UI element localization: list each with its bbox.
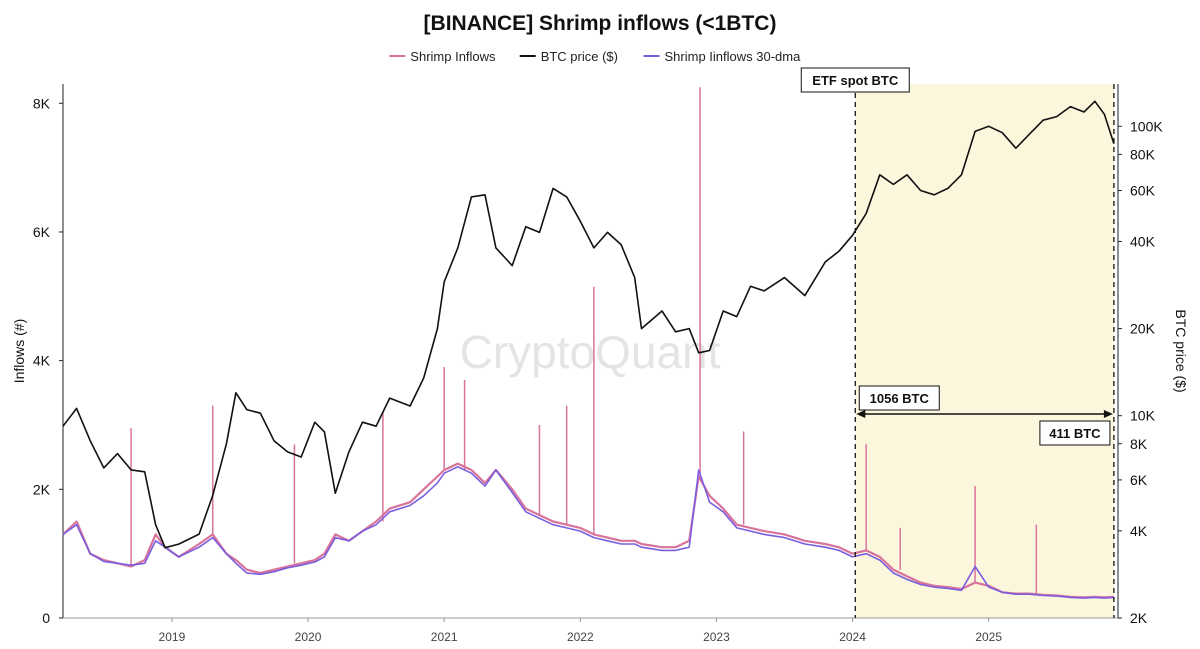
x-tick: 2020 — [295, 618, 322, 644]
right-tick: 80K — [1118, 146, 1156, 162]
arrow-label-right: 411 BTC — [1049, 426, 1101, 441]
right-tick: 100K — [1118, 118, 1163, 134]
right-tick-label: 40K — [1130, 233, 1156, 249]
right-tick: 8K — [1118, 436, 1148, 452]
x-tick-label: 2024 — [839, 630, 866, 644]
right-tick-label: 2K — [1130, 610, 1148, 626]
left-tick-label: 2K — [33, 481, 51, 497]
x-tick: 2019 — [159, 618, 186, 644]
left-axis-label: Inflows (#) — [11, 319, 27, 384]
arrow-head-left — [856, 410, 866, 418]
series-line — [62, 100, 1115, 549]
right-tick: 60K — [1118, 182, 1156, 198]
right-tick: 20K — [1118, 321, 1156, 337]
inflow-spikes — [130, 87, 1038, 594]
legend: Shrimp Inflows BTC price ($) Shrimp Iinflo… — [389, 49, 801, 64]
x-tick-label: 2022 — [567, 630, 594, 644]
left-tick-label: 6K — [33, 224, 51, 240]
right-tick-label: 4K — [1130, 523, 1148, 539]
right-y-ticks: 2K 4K 6K 8K 10K 20K 40K 60K 80K 100K — [1118, 118, 1163, 626]
right-tick-label: 100K — [1130, 118, 1163, 134]
right-tick: 6K — [1118, 472, 1148, 488]
x-tick: 2021 — [431, 618, 458, 644]
legend-item: Shrimp Inflows — [389, 49, 496, 64]
etf-label-box: ETF spot BTC — [800, 67, 910, 93]
right-tick-label: 80K — [1130, 146, 1156, 162]
left-tick: 8K — [33, 95, 63, 111]
left-tick: 4K — [33, 353, 63, 369]
x-tick-label: 2019 — [159, 630, 186, 644]
x-tick: 2025 — [975, 618, 1002, 644]
right-tick-label: 8K — [1130, 436, 1148, 452]
right-tick-label: 6K — [1130, 472, 1148, 488]
left-tick: 0 — [42, 610, 63, 626]
legend-label: Shrimp Inflows — [410, 49, 496, 64]
x-tick-label: 2020 — [295, 630, 322, 644]
left-tick-label: 0 — [42, 610, 50, 626]
x-tick-label: 2023 — [703, 630, 730, 644]
right-tick-label: 20K — [1130, 321, 1156, 337]
series-line — [62, 462, 1114, 599]
right-tick: 40K — [1118, 233, 1156, 249]
left-tick-label: 4K — [33, 353, 51, 369]
legend-label: Shrimp Iinflows 30-dma — [665, 49, 802, 64]
right-tick: 4K — [1118, 523, 1148, 539]
right-tick: 2K — [1118, 610, 1148, 626]
x-tick-label: 2025 — [975, 630, 1002, 644]
x-tick: 2022 — [567, 618, 594, 644]
x-tick: 2024 — [839, 618, 866, 644]
etf-label: ETF spot BTC — [812, 73, 899, 88]
x-ticks: 2019 2020 2021 2022 2023 2024 2025 — [159, 618, 1002, 644]
legend-item: BTC price ($) — [519, 49, 618, 64]
x-tick-label: 2021 — [431, 630, 458, 644]
left-tick: 6K — [33, 224, 63, 240]
chart-title: [BINANCE] Shrimp inflows (<1BTC) — [424, 12, 777, 35]
watermark: CryptoQuant — [460, 326, 721, 378]
right-tick-label: 10K — [1130, 408, 1156, 424]
x-tick: 2023 — [703, 618, 730, 644]
right-axis-label: BTC price ($) — [1173, 309, 1189, 392]
left-tick-label: 8K — [33, 95, 51, 111]
arrow-label-left: 1056 BTC — [870, 391, 930, 406]
inflow-change-arrow: 1056 BTC 411 BTC — [856, 385, 1113, 446]
etf-highlight-region — [855, 84, 1114, 618]
series-layer — [62, 100, 1115, 599]
left-y-ticks: 0 2K 4K 6K 8K — [33, 95, 63, 626]
legend-label: BTC price ($) — [541, 49, 618, 64]
series-line — [62, 466, 1114, 599]
right-tick-label: 60K — [1130, 182, 1156, 198]
arrow-head-right — [1103, 410, 1113, 418]
left-tick: 2K — [33, 481, 63, 497]
right-tick: 10K — [1118, 408, 1156, 424]
legend-item: Shrimp Iinflows 30-dma — [643, 49, 802, 64]
